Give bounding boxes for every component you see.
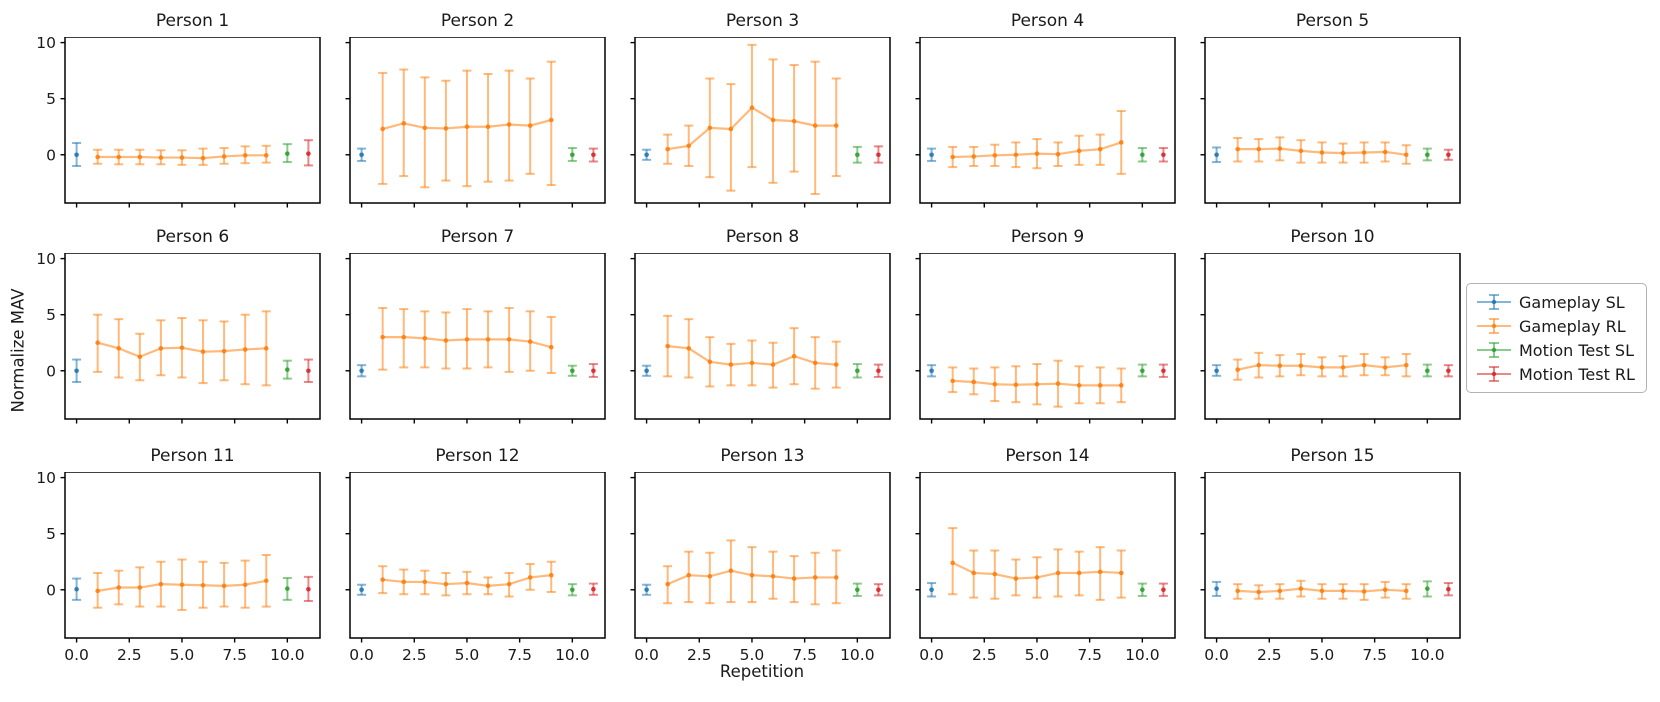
errorbar-swatch-icon	[1477, 318, 1511, 334]
subplot-canvas	[915, 37, 1176, 208]
subplot-canvas: 0 5 10 0.0 2.5 5.0 7.5 10.0	[36, 472, 321, 664]
subplot-canvas	[630, 253, 891, 424]
subplot-title: Person 5	[1295, 11, 1370, 31]
subplot-person-4: Person 4	[870, 7, 1190, 249]
subplot-title: Person 6	[155, 227, 230, 247]
svg-text:5.0: 5.0	[1025, 646, 1050, 664]
subplot-person-6: Person 6 0 5 10	[15, 223, 335, 465]
subplot-canvas	[1200, 37, 1461, 208]
svg-text:0.0: 0.0	[634, 646, 659, 664]
svg-text:2.5: 2.5	[117, 646, 142, 664]
svg-text:10.0: 10.0	[840, 646, 875, 664]
svg-text:10: 10	[36, 253, 56, 268]
subplot-canvas	[345, 253, 606, 424]
subplot-title: Person 13	[720, 446, 805, 466]
subplot-title: Person 10	[1290, 227, 1375, 247]
errorbar-swatch-icon	[1477, 294, 1511, 310]
svg-text:0.0: 0.0	[1204, 646, 1229, 664]
svg-text:10: 10	[36, 37, 56, 52]
svg-text:5: 5	[46, 90, 56, 108]
subplot-person-15: Person 15 0.0 2.5 5.0 7.5 10.0	[1155, 442, 1475, 684]
subplot-title: Person 15	[1290, 446, 1375, 466]
svg-text:0.0: 0.0	[349, 646, 374, 664]
svg-text:0: 0	[46, 146, 56, 164]
legend-label: Motion Test RL	[1519, 364, 1635, 384]
subplot-person-1: Person 1 0 5 10	[15, 7, 335, 249]
errorbar-swatch-icon	[1477, 342, 1511, 358]
subplot-title: Person 8	[725, 227, 800, 247]
subplot-canvas	[345, 37, 606, 208]
svg-text:2.5: 2.5	[1257, 646, 1282, 664]
legend: Gameplay SL Gameplay RL Motion Test SL M…	[1466, 283, 1647, 393]
subplot-person-10: Person 10	[1155, 223, 1475, 465]
subplot-title: Person 4	[1010, 11, 1085, 31]
svg-text:5.0: 5.0	[170, 646, 195, 664]
svg-text:0: 0	[46, 362, 56, 380]
svg-text:10.0: 10.0	[1125, 646, 1160, 664]
subplot-canvas	[1200, 253, 1461, 424]
subplot-title: Person 14	[1005, 446, 1090, 466]
subplot-title: Person 3	[725, 11, 800, 31]
legend-item-motion-test-sl: Motion Test SL	[1476, 339, 1635, 361]
svg-text:2.5: 2.5	[687, 646, 712, 664]
svg-text:10.0: 10.0	[555, 646, 590, 664]
subplot-person-2: Person 2	[300, 7, 620, 249]
subplot-canvas: 0 5 10	[36, 253, 321, 424]
svg-text:5: 5	[46, 306, 56, 324]
svg-text:2.5: 2.5	[402, 646, 427, 664]
legend-item-motion-test-rl: Motion Test RL	[1476, 363, 1635, 385]
subplot-title: Person 11	[150, 446, 235, 466]
legend-item-gameplay-sl: Gameplay SL	[1476, 291, 1635, 313]
subplot-person-11: Person 11 0 5 10 0.0 2.5 5.0 7.5 10.0	[15, 442, 335, 684]
subplot-title: Person 12	[435, 446, 520, 466]
subplot-title: Person 2	[440, 11, 515, 31]
svg-text:0.0: 0.0	[919, 646, 944, 664]
svg-text:7.5: 7.5	[507, 646, 532, 664]
legend-label: Gameplay SL	[1519, 292, 1625, 312]
svg-text:5.0: 5.0	[455, 646, 480, 664]
subplot-person-12: Person 12 0.0 2.5 5.0 7.5 10.0	[300, 442, 620, 684]
svg-text:7.5: 7.5	[1362, 646, 1387, 664]
y-axis-label: Normalize MAV	[8, 287, 28, 413]
svg-text:7.5: 7.5	[222, 646, 247, 664]
subplot-person-7: Person 7	[300, 223, 620, 465]
svg-text:0.0: 0.0	[64, 646, 89, 664]
subplot-person-3: Person 3	[585, 7, 905, 249]
legend-label: Gameplay RL	[1519, 316, 1626, 336]
legend-item-gameplay-rl: Gameplay RL	[1476, 315, 1635, 337]
subplot-canvas	[915, 253, 1176, 424]
legend-label: Motion Test SL	[1519, 340, 1634, 360]
svg-text:7.5: 7.5	[1077, 646, 1102, 664]
subplot-person-14: Person 14 0.0 2.5 5.0 7.5 10.0	[870, 442, 1190, 684]
svg-text:10.0: 10.0	[270, 646, 305, 664]
subplot-canvas	[630, 37, 891, 208]
svg-text:5: 5	[46, 525, 56, 543]
subplot-title: Person 1	[155, 11, 230, 31]
svg-text:10.0: 10.0	[1410, 646, 1445, 664]
subplot-person-13: Person 13 0.0 2.5 5.0 7.5 10.0	[585, 442, 905, 684]
subplot-title: Person 9	[1010, 227, 1085, 247]
svg-text:2.5: 2.5	[972, 646, 997, 664]
subplot-title: Person 7	[440, 227, 515, 247]
svg-text:7.5: 7.5	[792, 646, 817, 664]
subplot-person-8: Person 8	[585, 223, 905, 465]
svg-text:5.0: 5.0	[740, 646, 765, 664]
subplot-canvas: 0 5 10	[36, 37, 321, 208]
svg-text:5.0: 5.0	[1310, 646, 1335, 664]
y-axis-label-wrap: Normalize MAV	[0, 280, 36, 420]
svg-text:0: 0	[46, 581, 56, 599]
errorbar-swatch-icon	[1477, 366, 1511, 382]
subplot-canvas: 0.0 2.5 5.0 7.5 10.0	[915, 472, 1176, 664]
subplot-person-9: Person 9	[870, 223, 1190, 465]
subplot-canvas: 0.0 2.5 5.0 7.5 10.0	[345, 472, 606, 664]
subplot-canvas: 0.0 2.5 5.0 7.5 10.0	[630, 472, 891, 664]
subplot-canvas: 0.0 2.5 5.0 7.5 10.0	[1200, 472, 1461, 664]
x-axis-label: Repetition	[719, 662, 805, 681]
svg-text:10: 10	[36, 472, 56, 487]
subplot-person-5: Person 5	[1155, 7, 1475, 249]
